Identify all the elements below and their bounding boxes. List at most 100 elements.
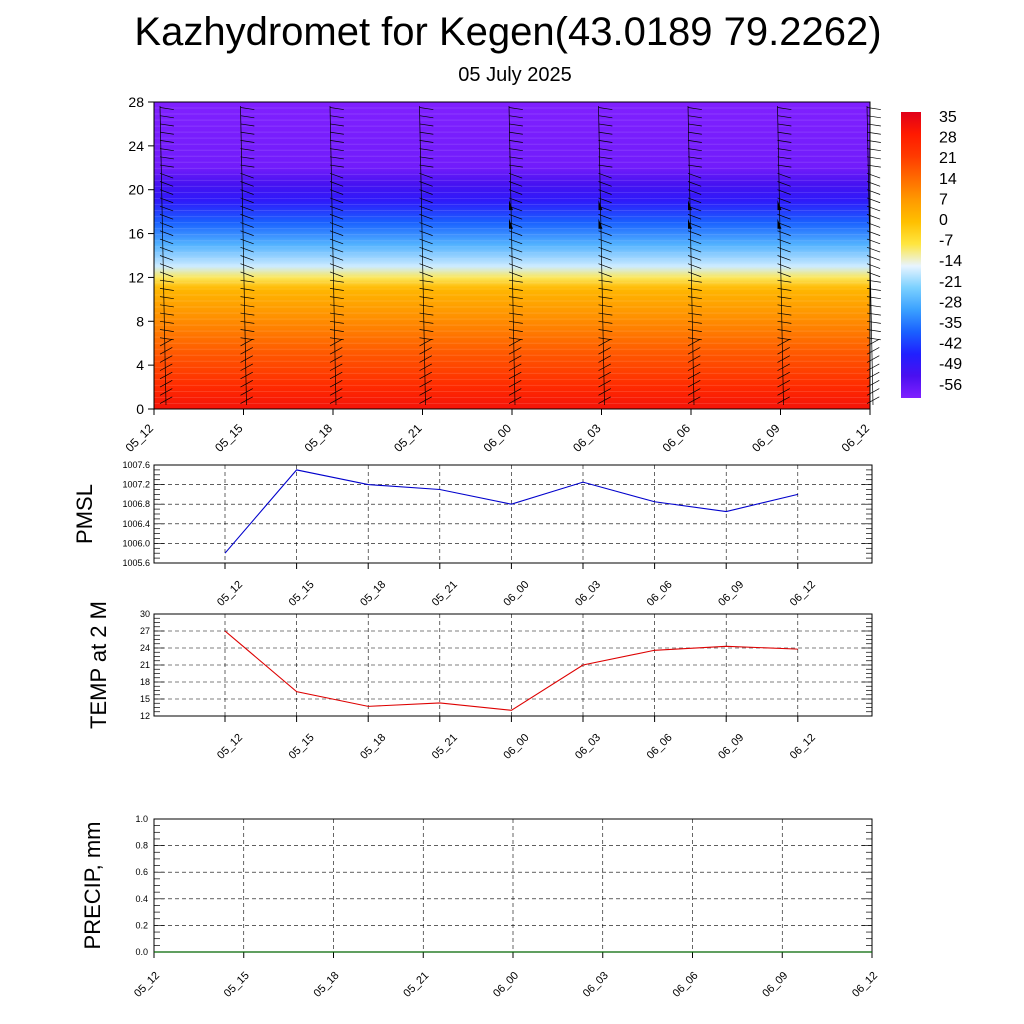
wind-barb bbox=[598, 263, 612, 269]
colorbar-label: -49 bbox=[939, 356, 962, 373]
wind-barb bbox=[329, 164, 344, 168]
x-tick-label: 05_12 bbox=[215, 732, 245, 762]
wind-barb bbox=[598, 320, 613, 324]
wind-barb bbox=[329, 380, 343, 388]
wind-barb bbox=[687, 329, 702, 332]
wind-barb bbox=[159, 388, 173, 396]
y-tick-label: 12 bbox=[128, 269, 144, 285]
wind-barb bbox=[866, 296, 881, 300]
x-tick-label: 06_00 bbox=[481, 421, 515, 455]
wind-barb bbox=[866, 320, 881, 324]
wind-barb bbox=[240, 181, 254, 187]
wind-barb bbox=[329, 371, 343, 380]
wind-barb bbox=[777, 296, 792, 300]
y-tick-label: 21 bbox=[140, 660, 150, 670]
x-tick-label: 06_03 bbox=[573, 732, 603, 762]
wind-barb bbox=[866, 338, 880, 347]
wind-barb bbox=[240, 296, 255, 300]
wind-barb bbox=[419, 172, 433, 179]
y-tick-label: 27 bbox=[140, 626, 150, 636]
x-tick-label: 06_06 bbox=[671, 970, 701, 1000]
wind-barb bbox=[777, 288, 792, 291]
wind-barb bbox=[866, 164, 881, 168]
wind-barb bbox=[159, 246, 174, 253]
wind-barb bbox=[598, 363, 611, 371]
x-tick-label: 05_15 bbox=[287, 732, 317, 762]
wind-barb bbox=[240, 363, 253, 371]
x-tick-label: 06_09 bbox=[749, 421, 783, 455]
wind-barb bbox=[419, 238, 433, 245]
wind-barb bbox=[240, 320, 255, 324]
wind-barb bbox=[866, 271, 881, 278]
wind-barb bbox=[598, 140, 613, 143]
wind-barb bbox=[419, 156, 434, 160]
colorbar-label: -35 bbox=[939, 315, 962, 332]
wind-barb bbox=[598, 347, 611, 355]
wind-barb bbox=[866, 329, 881, 332]
wind-barb bbox=[687, 238, 702, 245]
wind-barb bbox=[329, 140, 344, 143]
wind-barb bbox=[687, 388, 701, 396]
wind-barb bbox=[240, 238, 254, 245]
wind-barb bbox=[159, 189, 174, 195]
wind-barb bbox=[329, 255, 344, 261]
wind-barb bbox=[240, 271, 254, 278]
wind-barb bbox=[419, 337, 434, 341]
wind-barb bbox=[508, 320, 523, 324]
wind-barb bbox=[240, 263, 254, 269]
y-tick-label: 1006.8 bbox=[122, 499, 150, 509]
wind-barb bbox=[508, 148, 523, 152]
wind-barb bbox=[598, 388, 611, 396]
wind-barb bbox=[159, 363, 173, 371]
colorbar-label: 7 bbox=[939, 191, 948, 208]
wind-barb bbox=[598, 271, 612, 278]
x-tick-label: 05_21 bbox=[430, 579, 460, 609]
wind-barb bbox=[159, 347, 173, 355]
wind-barb bbox=[240, 246, 254, 253]
wind-barb bbox=[159, 337, 174, 341]
wind-barb bbox=[159, 338, 173, 347]
wind-barb bbox=[866, 388, 880, 396]
wind-barb-staff bbox=[777, 105, 784, 406]
wind-barb bbox=[159, 271, 174, 278]
wind-barb bbox=[508, 164, 523, 168]
wind-barb bbox=[598, 246, 612, 253]
wind-barb bbox=[598, 107, 613, 110]
wind-barb bbox=[419, 312, 434, 316]
wind-barb bbox=[329, 156, 344, 160]
wind-barb-staff bbox=[419, 105, 426, 406]
wind-barb bbox=[777, 279, 792, 283]
wind-barb bbox=[687, 156, 702, 160]
wind-barb bbox=[508, 255, 523, 261]
wind-barb bbox=[329, 148, 344, 152]
wind-barb bbox=[508, 115, 523, 119]
x-tick-label: 06_12 bbox=[850, 970, 880, 1000]
wind-barb bbox=[240, 140, 255, 143]
wind-barb bbox=[419, 123, 434, 127]
wind-barb bbox=[419, 246, 433, 253]
wind-barb bbox=[240, 131, 255, 135]
wind-barb bbox=[508, 329, 523, 332]
y-tick-label: 0.8 bbox=[135, 841, 148, 851]
wind-barb bbox=[240, 148, 255, 152]
chart-title: Kazhydromet for Kegen(43.0189 79.2262) bbox=[134, 10, 882, 54]
wind-barb bbox=[777, 238, 791, 245]
x-tick-label: 05_12 bbox=[123, 421, 157, 455]
wind-barb bbox=[687, 246, 702, 253]
wind-barb bbox=[508, 156, 523, 160]
wind-barb bbox=[159, 371, 173, 380]
wind-barb bbox=[329, 388, 343, 396]
wind-barb bbox=[687, 288, 702, 291]
wind-barb bbox=[508, 337, 523, 341]
wind-barb bbox=[508, 189, 523, 195]
wind-barb bbox=[598, 312, 613, 316]
wind-barb bbox=[329, 279, 344, 283]
wind-barb bbox=[159, 115, 174, 119]
wind-barb bbox=[508, 172, 523, 179]
wind-barb bbox=[777, 363, 790, 371]
wind-barb bbox=[419, 338, 432, 347]
wind-barb bbox=[777, 115, 792, 119]
wind-barb bbox=[419, 131, 434, 135]
wind-barb bbox=[598, 131, 613, 135]
wind-barb bbox=[687, 107, 702, 110]
